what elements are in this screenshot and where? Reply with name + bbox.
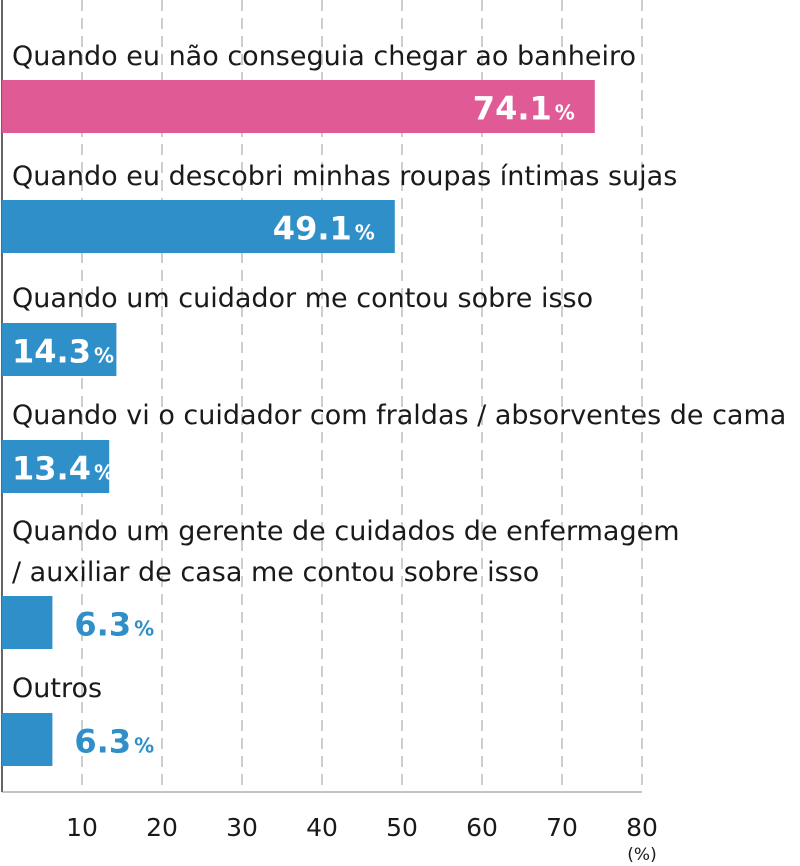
bar [2, 440, 110, 493]
value-label: 74.1% [473, 90, 575, 128]
category-label: Quando vi o cuidador com fraldas / absor… [12, 400, 786, 431]
category-label: Outros [12, 673, 102, 704]
x-axis-unit: (%) [627, 845, 656, 865]
x-tick-label: 50 [386, 813, 418, 842]
value-number: 49.1 [273, 210, 352, 248]
bar [2, 323, 117, 376]
category-label: Quando eu não conseguia chegar ao banhei… [12, 41, 636, 72]
bar [2, 713, 53, 766]
x-tick-label: 30 [226, 813, 258, 842]
value-label: 14.3% [12, 333, 114, 371]
bars [2, 80, 595, 766]
value-number: 6.3 [74, 723, 131, 761]
bar [2, 80, 595, 133]
value-percent: % [555, 101, 575, 125]
x-tick-label: 80 [626, 813, 658, 842]
x-tick-label: 40 [306, 813, 338, 842]
value-label: 13.4% [12, 450, 114, 488]
value-label: 6.3% [74, 723, 154, 761]
value-label: 49.1% [273, 210, 375, 248]
x-tick-label: 20 [146, 813, 178, 842]
value-percent: % [134, 617, 154, 641]
value-percent: % [94, 461, 114, 485]
x-tick-label: 10 [66, 813, 98, 842]
category-label: / auxiliar de casa me contou sobre isso [12, 557, 539, 588]
x-tick-label: 70 [546, 813, 578, 842]
category-label: Quando um cuidador me contou sobre isso [12, 283, 593, 314]
value-label: 6.3% [74, 606, 154, 644]
value-labels: 74.1 %49.1 %14.3 %13.4 %6.3 %6.3% [12, 90, 575, 761]
value-number: 6.3 [74, 606, 131, 644]
category-labels: Quando eu não conseguia chegar ao banhei… [12, 41, 786, 704]
bar [2, 596, 53, 649]
x-tick-labels: 10 20 30 40 50 60 70 80 [66, 813, 658, 842]
value-percent: % [134, 734, 154, 758]
value-number: 74.1 [473, 90, 552, 128]
value-number: 14.3 [12, 333, 91, 371]
x-tick-label: 60 [466, 813, 498, 842]
category-label: Quando um gerente de cuidados de enferma… [12, 516, 680, 547]
bar [2, 200, 395, 253]
value-number: 13.4 [12, 450, 91, 488]
category-label: Quando eu descobri minhas roupas íntimas… [12, 161, 677, 192]
value-percent: % [94, 344, 114, 368]
value-percent: % [355, 221, 375, 245]
